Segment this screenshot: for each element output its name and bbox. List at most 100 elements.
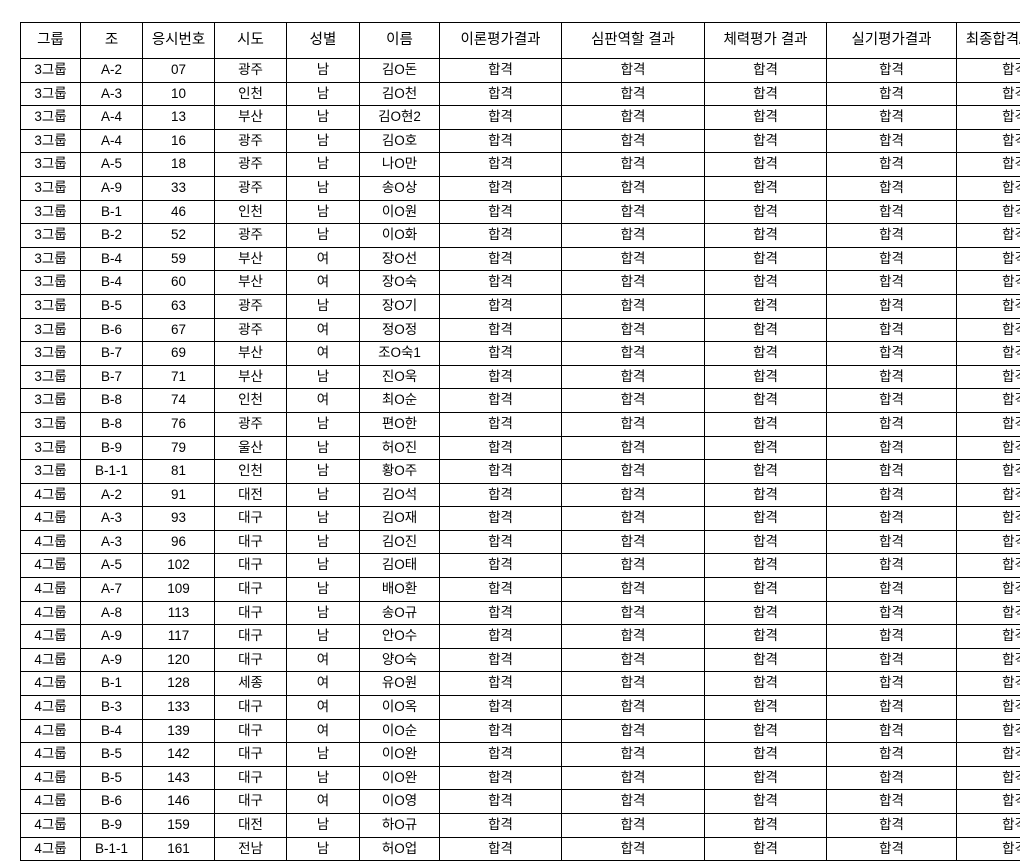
cell-group: 3그룹: [20, 293, 81, 319]
cell-fitness: 합격: [704, 128, 827, 154]
cell-theory: 합격: [439, 506, 562, 531]
cell-practical: 합격: [826, 128, 957, 154]
cell-exam_no: 18: [142, 152, 215, 177]
cell-referee: 합격: [561, 128, 705, 154]
cell-group: 3그룹: [20, 317, 81, 343]
cell-gender: 여: [286, 695, 360, 720]
cell-group: 3그룹: [20, 459, 81, 484]
cell-name: 김O태: [359, 553, 440, 579]
cell-region: 대구: [214, 600, 287, 626]
cell-referee: 합격: [561, 246, 705, 272]
cell-exam_no: 133: [142, 695, 215, 720]
cell-name: 배O환: [359, 577, 440, 602]
cell-name: 김O석: [359, 482, 440, 508]
cell-final: 합격: [956, 742, 1020, 767]
cell-referee: 합격: [561, 105, 705, 130]
cell-referee: 합격: [561, 270, 705, 295]
cell-referee: 합격: [561, 81, 705, 107]
cell-exam_no: 120: [142, 647, 215, 673]
cell-practical: 합격: [826, 105, 957, 130]
cell-gender: 남: [286, 459, 360, 484]
cell-final: 합격: [956, 388, 1020, 413]
cell-team: A-3: [80, 81, 143, 107]
column-header-final: 최종합격/불합격: [956, 22, 1020, 59]
cell-group: 4그룹: [20, 647, 81, 673]
cell-referee: 합격: [561, 553, 705, 579]
cell-gender: 남: [286, 624, 360, 649]
cell-fitness: 합격: [704, 317, 827, 343]
cell-theory: 합격: [439, 671, 562, 697]
cell-theory: 합격: [439, 718, 562, 744]
cell-theory: 합격: [439, 695, 562, 720]
cell-fitness: 합격: [704, 647, 827, 673]
cell-name: 나O만: [359, 152, 440, 177]
cell-referee: 합격: [561, 317, 705, 343]
cell-exam_no: 146: [142, 789, 215, 814]
cell-theory: 합격: [439, 293, 562, 319]
cell-team: A-9: [80, 624, 143, 649]
cell-referee: 합격: [561, 789, 705, 814]
cell-region: 대전: [214, 813, 287, 838]
cell-gender: 남: [286, 364, 360, 390]
cell-referee: 합격: [561, 600, 705, 626]
cell-fitness: 합격: [704, 341, 827, 366]
cell-final: 합격: [956, 435, 1020, 461]
cell-referee: 합격: [561, 388, 705, 413]
cell-fitness: 합격: [704, 364, 827, 390]
cell-theory: 합격: [439, 388, 562, 413]
cell-practical: 합격: [826, 317, 957, 343]
cell-region: 대구: [214, 765, 287, 791]
cell-theory: 합격: [439, 223, 562, 248]
table-body: 3그룹A-207광주남김O돈합격합격합격합격합격3그룹A-310인천남김O천합격…: [20, 58, 1020, 862]
cell-practical: 합격: [826, 836, 957, 862]
cell-group: 4그룹: [20, 765, 81, 791]
cell-name: 유O원: [359, 671, 440, 697]
cell-gender: 남: [286, 577, 360, 602]
cell-group: 3그룹: [20, 199, 81, 225]
cell-fitness: 합격: [704, 600, 827, 626]
cell-fitness: 합격: [704, 765, 827, 791]
cell-exam_no: 07: [142, 58, 215, 83]
cell-practical: 합격: [826, 553, 957, 579]
cell-gender: 여: [286, 317, 360, 343]
cell-name: 김O진: [359, 529, 440, 555]
cell-theory: 합격: [439, 435, 562, 461]
cell-exam_no: 161: [142, 836, 215, 862]
cell-region: 광주: [214, 223, 287, 248]
cell-gender: 여: [286, 246, 360, 272]
cell-name: 이O원: [359, 199, 440, 225]
cell-group: 3그룹: [20, 223, 81, 248]
cell-group: 4그룹: [20, 577, 81, 602]
cell-name: 편O한: [359, 411, 440, 437]
cell-exam_no: 91: [142, 482, 215, 508]
cell-theory: 합격: [439, 81, 562, 107]
cell-name: 송O상: [359, 175, 440, 201]
cell-group: 3그룹: [20, 388, 81, 413]
cell-group: 3그룹: [20, 58, 81, 83]
cell-gender: 남: [286, 175, 360, 201]
cell-exam_no: 71: [142, 364, 215, 390]
cell-team: B-9: [80, 813, 143, 838]
cell-theory: 합격: [439, 175, 562, 201]
cell-fitness: 합격: [704, 553, 827, 579]
cell-gender: 남: [286, 81, 360, 107]
cell-group: 4그룹: [20, 742, 81, 767]
cell-referee: 합격: [561, 765, 705, 791]
cell-exam_no: 10: [142, 81, 215, 107]
cell-final: 합격: [956, 695, 1020, 720]
cell-region: 광주: [214, 175, 287, 201]
cell-final: 합격: [956, 577, 1020, 602]
cell-gender: 남: [286, 836, 360, 862]
cell-practical: 합격: [826, 435, 957, 461]
cell-team: A-2: [80, 58, 143, 83]
cell-gender: 남: [286, 600, 360, 626]
cell-practical: 합격: [826, 742, 957, 767]
cell-gender: 여: [286, 270, 360, 295]
